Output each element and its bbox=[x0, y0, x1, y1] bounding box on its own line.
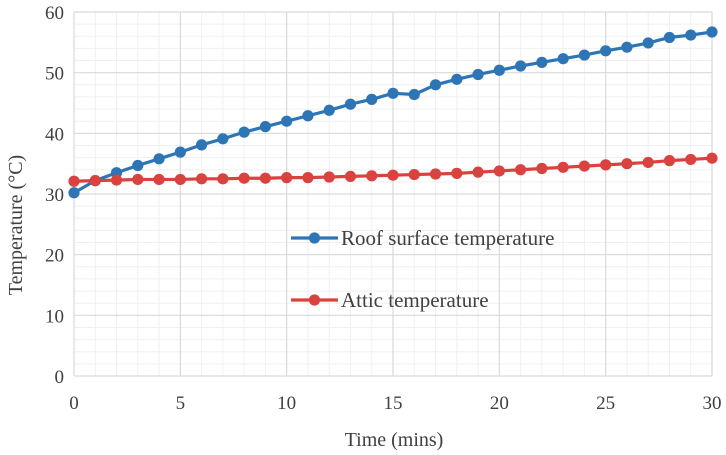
series-point-0 bbox=[493, 64, 505, 76]
series-point-1 bbox=[515, 164, 527, 176]
series-point-0 bbox=[578, 49, 591, 61]
y-tick-label: 10 bbox=[45, 306, 64, 327]
x-tick-label: 15 bbox=[384, 393, 403, 414]
series-point-0 bbox=[706, 26, 718, 38]
series-point-0 bbox=[323, 104, 335, 116]
series-point-1 bbox=[451, 167, 463, 179]
series-point-0 bbox=[408, 88, 420, 101]
series-point-1 bbox=[281, 172, 293, 184]
series-point-0 bbox=[259, 121, 271, 133]
series-point-0 bbox=[621, 41, 633, 53]
series-point-1 bbox=[110, 174, 123, 186]
series-point-1 bbox=[557, 161, 569, 173]
series-point-0 bbox=[281, 115, 293, 127]
y-tick-label: 50 bbox=[45, 64, 64, 85]
x-tick-label: 20 bbox=[490, 393, 509, 414]
legend-marker-0 bbox=[308, 232, 321, 244]
y-tick-label: 40 bbox=[45, 124, 64, 145]
x-tick-label: 30 bbox=[703, 393, 722, 414]
series-point-0 bbox=[536, 56, 548, 68]
x-tick-label: 0 bbox=[69, 393, 79, 414]
series-point-1 bbox=[685, 153, 697, 166]
major-gridlines bbox=[73, 11, 713, 377]
x-tick-label: 10 bbox=[277, 393, 296, 414]
y-tick-label: 20 bbox=[45, 246, 64, 267]
series-point-1 bbox=[663, 155, 676, 167]
series-point-1 bbox=[493, 165, 505, 177]
series-point-1 bbox=[196, 173, 208, 185]
legend-label-1: Attic temperature bbox=[341, 288, 489, 312]
series-point-1 bbox=[217, 173, 229, 185]
series-point-0 bbox=[153, 153, 165, 165]
y-axis-ticks: 0 10 20 30 40 50 60 bbox=[45, 3, 64, 388]
series-point-1 bbox=[68, 175, 80, 187]
series-point-1 bbox=[429, 168, 442, 180]
series-point-1 bbox=[89, 175, 101, 187]
series-point-0 bbox=[366, 93, 378, 105]
series-point-0 bbox=[68, 187, 80, 199]
y-tick-label: 30 bbox=[45, 185, 64, 206]
series-point-1 bbox=[344, 170, 357, 183]
x-tick-label: 25 bbox=[596, 393, 615, 414]
series-point-1 bbox=[621, 158, 633, 170]
series-point-0 bbox=[557, 53, 569, 65]
series-point-1 bbox=[302, 172, 314, 184]
series-point-1 bbox=[174, 173, 186, 186]
x-tick-label: 5 bbox=[176, 393, 186, 414]
legend-marker-1 bbox=[308, 294, 321, 306]
series-point-0 bbox=[642, 37, 654, 49]
series-point-0 bbox=[429, 79, 442, 91]
series-point-0 bbox=[132, 159, 144, 172]
series-point-0 bbox=[685, 29, 697, 41]
series-point-1 bbox=[366, 170, 378, 182]
series-point-0 bbox=[451, 73, 463, 85]
series-point-1 bbox=[238, 172, 250, 184]
y-axis-title: Temperature (°C) bbox=[5, 155, 27, 295]
series-point-1 bbox=[600, 159, 612, 171]
x-axis-ticks: 0 5 10 15 20 25 30 bbox=[69, 393, 721, 414]
series-point-0 bbox=[344, 98, 357, 110]
series-layer bbox=[68, 26, 718, 199]
y-tick-label: 60 bbox=[45, 3, 64, 24]
legend-label-0: Roof surface temperature bbox=[341, 226, 554, 250]
legend: Roof surface temperature Attic temperatur… bbox=[291, 226, 554, 312]
series-point-1 bbox=[259, 172, 271, 184]
x-axis-title: Time (mins) bbox=[345, 429, 444, 451]
series-point-0 bbox=[387, 87, 399, 99]
series-point-0 bbox=[515, 60, 527, 72]
series-point-0 bbox=[600, 45, 612, 57]
y-tick-label: 0 bbox=[55, 367, 65, 388]
series-point-0 bbox=[196, 139, 208, 151]
series-point-1 bbox=[408, 168, 420, 181]
series-point-1 bbox=[132, 173, 144, 186]
series-point-1 bbox=[642, 156, 654, 169]
series-point-0 bbox=[472, 68, 484, 81]
series-point-1 bbox=[387, 169, 399, 181]
series-point-0 bbox=[302, 110, 314, 122]
series-point-0 bbox=[663, 31, 676, 44]
series-point-1 bbox=[706, 152, 718, 164]
series-point-1 bbox=[153, 173, 165, 186]
series-point-0 bbox=[174, 146, 186, 158]
series-point-1 bbox=[578, 160, 591, 172]
series-point-1 bbox=[472, 166, 484, 178]
series-point-0 bbox=[217, 133, 229, 145]
series-point-1 bbox=[323, 171, 335, 183]
series-point-1 bbox=[536, 162, 548, 175]
series-point-0 bbox=[238, 126, 250, 138]
